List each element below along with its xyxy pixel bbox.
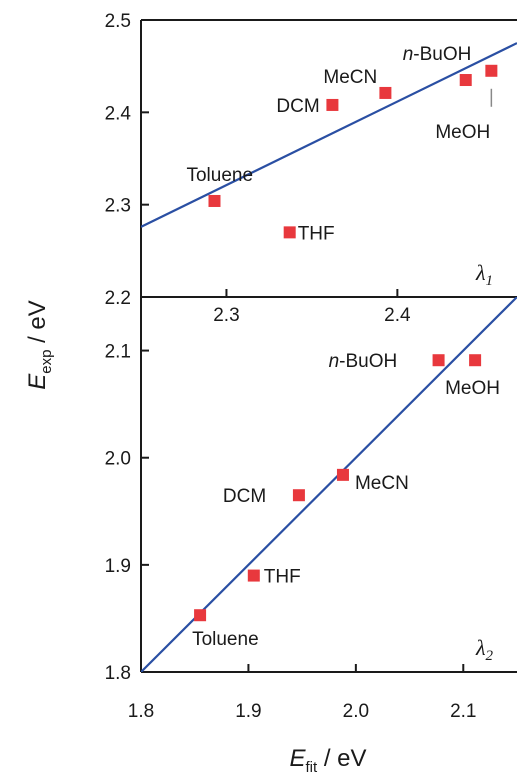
data-point-mecn	[336, 468, 349, 481]
data-point-thf	[283, 226, 296, 239]
x-tick-label: 2.0	[343, 701, 369, 722]
data-point-n-buoh	[459, 74, 472, 87]
y-tick-label: 2.0	[105, 449, 131, 470]
panel-tag-lambda2: λ2	[475, 635, 494, 664]
point-label-thf: THF	[298, 223, 335, 244]
point-label-dcm: DCM	[223, 486, 266, 507]
data-point-mecn	[379, 86, 392, 99]
data-point-dcm	[326, 98, 339, 111]
point-label-toluene: Toluene	[192, 629, 259, 650]
data-point-toluene	[194, 609, 207, 622]
x-tick-label: 1.8	[128, 701, 154, 722]
point-label-mecn: MeCN	[355, 473, 409, 494]
data-point-n-buoh	[432, 354, 445, 367]
x-tick-label: 1.9	[235, 701, 261, 722]
y-tick-label: 1.9	[105, 556, 131, 577]
y-tick-label: 2.2	[105, 288, 131, 309]
x-axis-title: Efit / eV	[289, 745, 366, 776]
point-label-meoh: MeOH	[445, 378, 500, 399]
point-label-meoh: MeOH	[435, 122, 490, 143]
point-label-thf: THF	[264, 567, 301, 588]
y-tick-label: 2.1	[105, 342, 131, 363]
point-label-dcm: DCM	[276, 96, 319, 117]
data-point-meoh	[485, 64, 498, 77]
data-point-thf	[247, 569, 260, 582]
y-tick-label: 2.3	[105, 196, 131, 217]
x-tick-label: 2.3	[213, 305, 239, 326]
x-tick-label: 2.4	[384, 305, 411, 326]
plot-frame	[140, 19, 517, 673]
data-point-toluene	[208, 194, 221, 207]
point-label-mecn: MeCN	[323, 67, 377, 88]
point-label-n-buoh: n-BuOH	[329, 351, 398, 372]
fit-line	[141, 42, 517, 228]
panel-tag-lambda1: λ1	[475, 260, 493, 289]
y-axis-title: Eexp / eV	[24, 300, 55, 390]
y-tick-label: 2.5	[105, 11, 131, 32]
data-point-meoh	[469, 354, 482, 367]
point-label-n-buoh: n-BuOH	[403, 44, 472, 65]
data-point-dcm	[292, 489, 305, 502]
y-tick-label: 2.4	[105, 103, 132, 124]
panel-lambda2: 1.8 1.9 2.0 2.1 1.8 1.9 2.0 2.1 Toluene THF DCM MeC…	[105, 297, 517, 722]
y-tick-label: 1.8	[105, 663, 131, 684]
point-label-toluene: Toluene	[186, 165, 253, 186]
x-tick-label: 2.1	[450, 701, 476, 722]
